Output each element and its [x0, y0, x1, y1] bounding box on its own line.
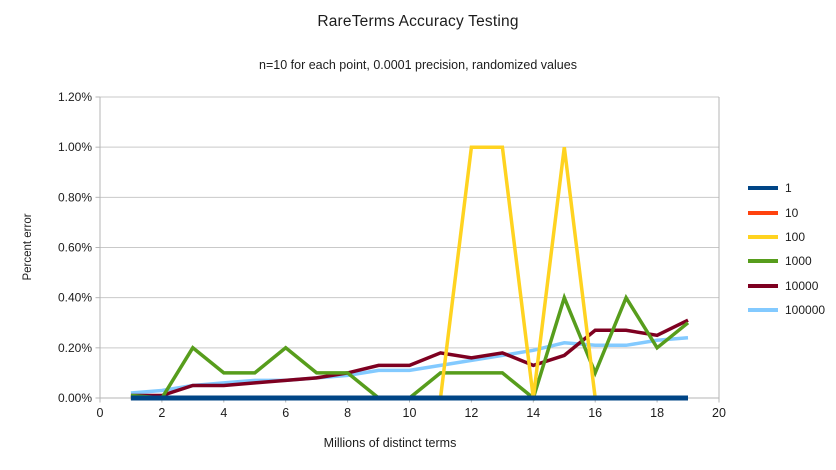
y-tick-label: 1.20% — [58, 90, 92, 104]
chart-title: RareTerms Accuracy Testing — [317, 13, 519, 30]
x-tick-label: 2 — [158, 406, 165, 420]
legend: 1 10 100 1000 10000 100000 — [748, 176, 825, 322]
series-line-10000 — [130, 318, 689, 398]
x-tick-label: 18 — [650, 406, 664, 420]
x-tick-label: 0 — [97, 406, 104, 420]
legend-swatch-icon — [748, 234, 778, 239]
y-tick-label: 0.60% — [58, 241, 92, 255]
x-tick-label: 8 — [344, 406, 351, 420]
y-tick-label: 0.40% — [58, 291, 92, 305]
x-tick-label: 16 — [588, 406, 602, 420]
legend-label: 1000 — [785, 254, 812, 269]
legend-label: 10 — [785, 205, 799, 220]
y-tick-label: 0.80% — [58, 190, 92, 204]
legend-swatch-icon — [748, 259, 778, 264]
legend-label: 100000 — [785, 303, 826, 318]
legend-item-10000: 10000 — [748, 274, 825, 298]
y-tick-label: 0.20% — [58, 341, 92, 355]
y-tick-label: 1.00% — [58, 140, 92, 154]
y-axis-title: Percent error — [22, 213, 34, 281]
x-tick-label: 4 — [220, 406, 227, 420]
legend-label: 100 — [785, 229, 806, 244]
chart-subtitle: n=10 for each point, 0.0001 precision, r… — [259, 58, 577, 72]
series-line-100000 — [130, 336, 689, 395]
x-tick-label: 12 — [464, 406, 478, 420]
legend-swatch-icon — [748, 283, 778, 288]
legend-item-100000: 100000 — [748, 298, 825, 322]
legend-swatch-icon — [748, 308, 778, 313]
x-tick-label: 10 — [403, 406, 417, 420]
legend-item-10: 10 — [748, 200, 825, 224]
x-tick-label: 20 — [712, 406, 726, 420]
legend-label: 10000 — [785, 278, 819, 293]
legend-swatch-icon — [748, 186, 778, 191]
legend-item-100: 100 — [748, 225, 825, 249]
legend-item-1: 1 — [748, 176, 825, 200]
legend-label: 1 — [785, 181, 792, 196]
x-axis-title: Millions of distinct terms — [323, 436, 457, 450]
series-line-100 — [130, 145, 688, 400]
legend-item-1000: 1000 — [748, 249, 825, 273]
x-tick-label: 6 — [282, 406, 289, 420]
x-tick-label: 14 — [526, 406, 540, 420]
legend-swatch-icon — [748, 210, 778, 215]
y-tick-label: 0.00% — [58, 391, 92, 405]
